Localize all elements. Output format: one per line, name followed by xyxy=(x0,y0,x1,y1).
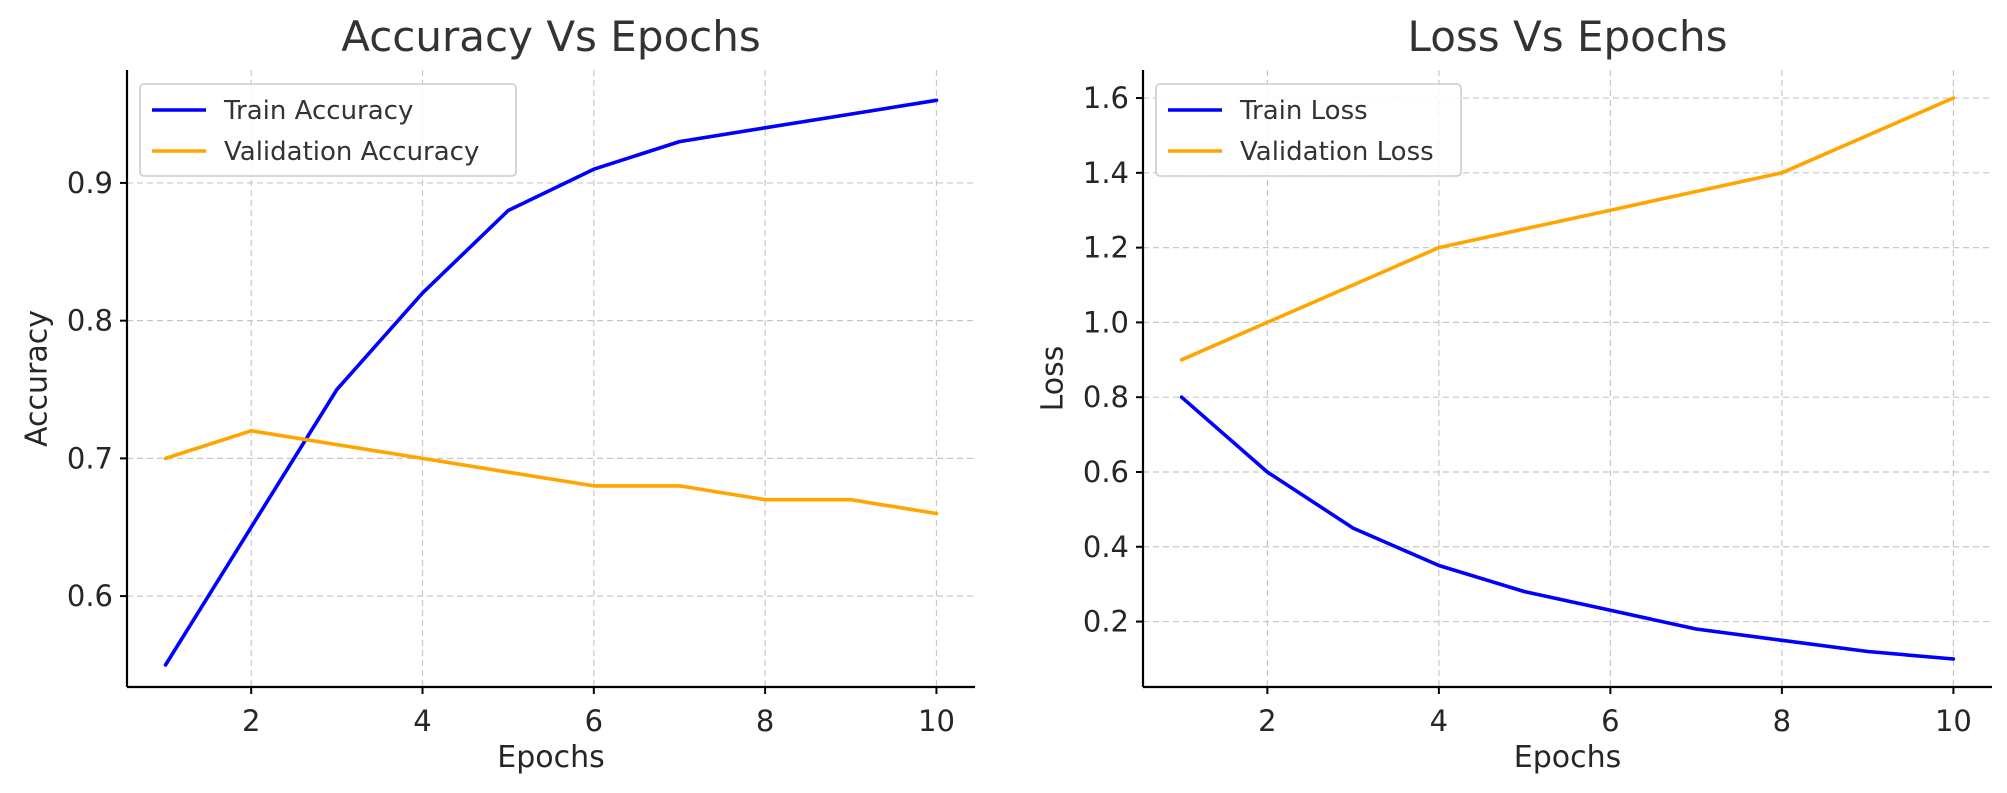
x-tick-label: 8 xyxy=(1773,704,1791,738)
x-tick-label: 6 xyxy=(585,704,603,738)
loss-legend: Train Loss Validation Loss xyxy=(1155,83,1462,177)
y-tick-label: 1.6 xyxy=(1083,81,1129,115)
loss-chart-title: Loss Vs Epochs xyxy=(1408,12,1728,61)
y-tick-label: 1.4 xyxy=(1083,156,1129,190)
y-tick-label: 0.4 xyxy=(1083,530,1129,564)
x-tick-label: 4 xyxy=(1430,704,1448,738)
y-tick-label: 0.6 xyxy=(67,579,113,613)
series-line-train-accuracy xyxy=(163,98,939,667)
y-tick-label: 0.9 xyxy=(67,166,113,200)
loss-chart: 2 4 6 8 10 0.2 0.4 0.6 0.8 1.0 1.2 1.4 1.6 Loss Vs E… xyxy=(1036,12,1992,775)
x-tick-label: 6 xyxy=(1601,704,1619,738)
x-tick-label: 4 xyxy=(413,704,431,738)
y-tick-label: 1.2 xyxy=(1083,231,1129,265)
legend-label-validation-loss: Validation Loss xyxy=(1240,137,1434,167)
loss-x-axis-label: Epochs xyxy=(1514,740,1622,775)
series-line-validation-loss xyxy=(1179,96,1956,362)
loss-axes: 2 4 6 8 10 0.2 0.4 0.6 0.8 1.0 1.2 1.4 1.6 xyxy=(1083,70,1992,738)
legend-label-validation-accuracy: Validation Accuracy xyxy=(224,137,479,167)
x-tick-label: 10 xyxy=(918,704,955,738)
accuracy-legend-box xyxy=(139,83,517,177)
x-tick-label: 2 xyxy=(242,704,260,738)
y-tick-label: 0.2 xyxy=(1083,605,1129,639)
x-tick-label: 10 xyxy=(1935,704,1972,738)
y-tick-label: 0.6 xyxy=(1083,455,1129,489)
y-tick-label: 1.0 xyxy=(1083,305,1129,339)
accuracy-axes: 2 4 6 8 10 0.6 0.7 0.8 0.9 xyxy=(67,70,975,738)
legend-label-train-loss: Train Loss xyxy=(1239,96,1368,126)
accuracy-y-axis-label: Accuracy xyxy=(20,310,55,447)
accuracy-legend: Train Accuracy Validation Accuracy xyxy=(139,83,517,177)
series-line-train-loss xyxy=(1179,395,1956,661)
y-tick-label: 0.8 xyxy=(1083,380,1129,414)
loss-series-lines xyxy=(1179,96,1956,661)
loss-legend-box xyxy=(1155,83,1462,177)
legend-label-train-accuracy: Train Accuracy xyxy=(223,96,413,126)
x-tick-label: 2 xyxy=(1258,704,1276,738)
accuracy-series-lines xyxy=(163,98,939,667)
y-tick-label: 0.7 xyxy=(67,441,113,475)
loss-y-axis-label: Loss xyxy=(1036,346,1071,412)
accuracy-chart-title: Accuracy Vs Epochs xyxy=(341,12,761,61)
accuracy-x-axis-label: Epochs xyxy=(497,740,605,775)
y-tick-label: 0.8 xyxy=(67,304,113,338)
series-line-validation-accuracy xyxy=(163,428,939,516)
x-tick-label: 8 xyxy=(756,704,774,738)
accuracy-chart: 2 4 6 8 10 0.6 0.7 0.8 0.9 Accuracy Vs Epochs Ep… xyxy=(20,12,975,775)
